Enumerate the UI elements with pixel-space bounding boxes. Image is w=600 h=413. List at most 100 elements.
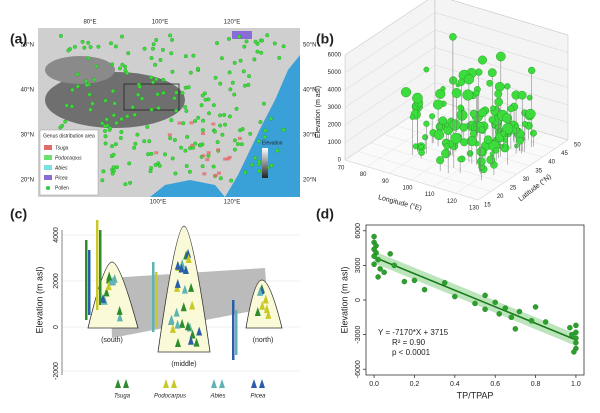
- point: [516, 308, 523, 315]
- pollen-dot: [247, 74, 252, 79]
- pollen-dot: [169, 51, 174, 56]
- pollen-dot: [86, 40, 91, 45]
- pollen-dot: [123, 64, 128, 69]
- blob: [517, 90, 527, 100]
- site-label: (north): [253, 337, 274, 344]
- panel-label: (d): [316, 206, 334, 222]
- pollen-dot: [200, 128, 205, 133]
- y-tick-label: 2000: [53, 273, 60, 289]
- lon-label: 100°E: [152, 20, 168, 26]
- blob: [409, 114, 416, 120]
- x-tick-label: 120: [447, 199, 458, 205]
- pollen-dot: [90, 101, 95, 106]
- pollen-dot: [239, 142, 244, 147]
- x-tick-label: 100: [402, 186, 413, 192]
- tree: [189, 300, 196, 310]
- blob: [422, 134, 429, 141]
- pollen-dot: [126, 51, 131, 56]
- point: [375, 256, 381, 263]
- blob: [451, 88, 462, 98]
- pollen-dot: [123, 182, 128, 187]
- pollen-dot: [132, 145, 137, 150]
- pollen-dot: [232, 138, 237, 143]
- pollen-dot: [206, 153, 211, 158]
- tsuga-area: [216, 171, 221, 175]
- blob: [423, 120, 430, 127]
- pollen-dot: [84, 79, 89, 84]
- grid-line: [344, 12, 569, 73]
- point: [381, 269, 387, 276]
- pollen-dot: [186, 85, 191, 90]
- pollen-dot: [219, 56, 224, 61]
- pollen-dot: [243, 170, 248, 175]
- lat-label: 50°N: [21, 43, 34, 49]
- point: [472, 300, 478, 307]
- pollen-dot: [75, 84, 80, 89]
- pollen-dot: [66, 48, 71, 53]
- blob: [429, 113, 436, 120]
- pollen-dot: [253, 156, 257, 160]
- pollen-dot: [199, 103, 204, 108]
- blob: [488, 116, 496, 124]
- pollen-dot: [200, 93, 205, 98]
- pollen-dot: [218, 123, 223, 128]
- pollen-dot: [163, 152, 168, 157]
- pollen-dot: [262, 101, 266, 106]
- tsuga-area: [154, 151, 159, 155]
- tsuga-area: [206, 151, 211, 155]
- grid-line: [477, 139, 569, 201]
- pollen-dot: [119, 117, 124, 122]
- legend-tree: [219, 379, 225, 388]
- pollen-dot: [142, 46, 147, 51]
- lon-label: 80°E: [83, 20, 96, 26]
- pollen-dot: [161, 90, 166, 95]
- y-tick-label: 50: [574, 143, 581, 149]
- blob: [522, 121, 528, 127]
- site-label: (south): [101, 337, 123, 344]
- pollen-dot: [146, 152, 151, 157]
- blob: [449, 33, 457, 41]
- point: [502, 305, 509, 311]
- tree: [110, 276, 117, 286]
- tsuga-area: [177, 121, 182, 125]
- tree: [180, 302, 187, 312]
- blob: [449, 119, 461, 131]
- pollen-dot: [153, 162, 158, 167]
- legend-label: Tsuga: [55, 145, 69, 151]
- x-tick-label: 70: [338, 166, 345, 172]
- grid-line: [344, 29, 569, 91]
- grid-line: [344, 47, 569, 108]
- blob: [490, 105, 496, 112]
- elevation-label: Elevation: [262, 140, 283, 146]
- plateau: [45, 72, 185, 128]
- pollen-dot: [215, 41, 220, 46]
- blob: [500, 130, 507, 137]
- pollen-dot: [113, 142, 118, 147]
- pollen-dot: [250, 162, 254, 167]
- pollen-dot: [86, 56, 91, 61]
- z-tick-label: 3000: [328, 105, 342, 111]
- pollen-dot: [110, 62, 115, 67]
- z-tick-label: 0: [338, 158, 342, 164]
- pollen-dot: [82, 45, 87, 50]
- pollen-dot: [226, 36, 231, 41]
- legend-marker: [46, 186, 50, 190]
- blob: [507, 105, 515, 113]
- pollen-dot: [215, 140, 220, 145]
- tsuga-area: [237, 136, 242, 140]
- pollen-dot: [96, 44, 101, 49]
- pollen-dot: [120, 34, 124, 39]
- pollen-dot: [183, 148, 188, 153]
- pollen-dot: [227, 70, 232, 75]
- blob: [466, 135, 477, 147]
- y-tick-label: 0: [355, 298, 362, 302]
- tree: [173, 307, 180, 317]
- x-tick-label: 130: [469, 206, 480, 212]
- blob: [494, 81, 505, 92]
- tree: [174, 319, 181, 329]
- pollen-dot: [275, 148, 280, 153]
- point: [482, 306, 488, 312]
- blob: [418, 149, 425, 156]
- pollen-dot: [88, 45, 93, 49]
- blob: [504, 83, 511, 90]
